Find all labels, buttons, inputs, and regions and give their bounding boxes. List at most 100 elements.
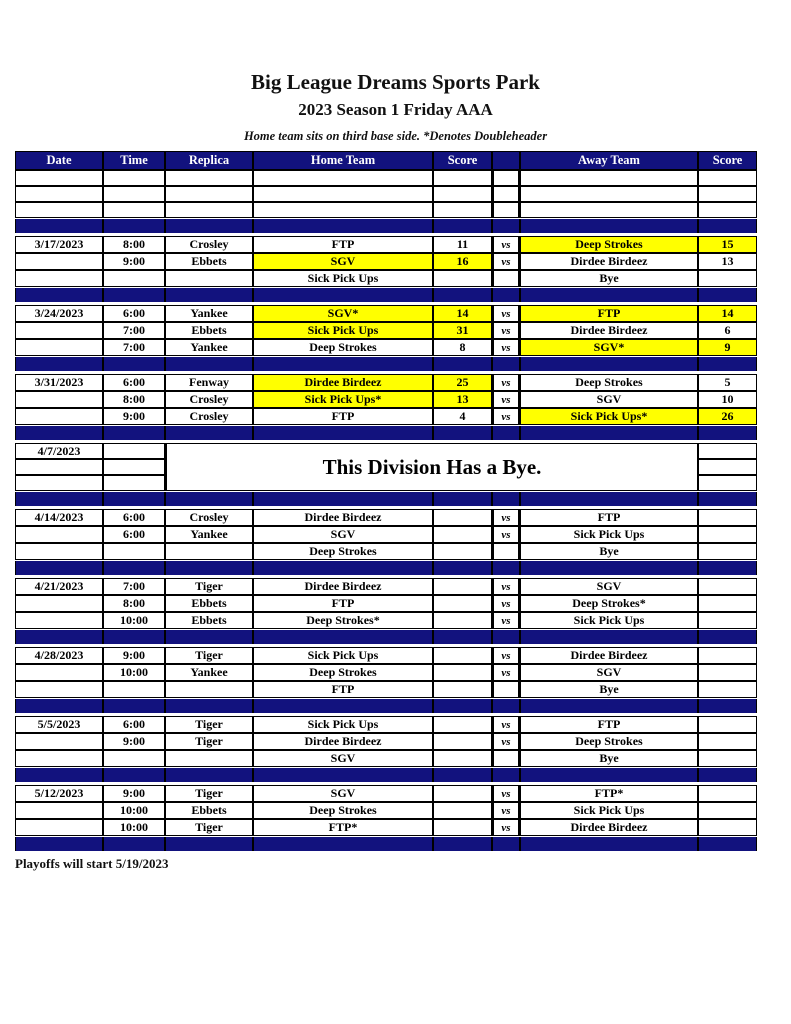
- separator-cell: [492, 426, 520, 440]
- blank-cell: [15, 170, 103, 186]
- separator-cell: [698, 837, 757, 851]
- game-row: 9:00 Crosley FTP 4 vs Sick Pick Ups* 26: [15, 408, 757, 425]
- vs-cell: vs: [492, 305, 520, 322]
- blank-cell: [433, 202, 492, 218]
- away-score-cell: [698, 459, 757, 475]
- vs-cell: vs: [492, 819, 520, 836]
- time-cell: 8:00: [103, 595, 165, 612]
- separator-cell: [103, 492, 165, 506]
- game-row: 8:00 Crosley Sick Pick Ups* 13 vs SGV 10: [15, 391, 757, 408]
- game-row: FTP Bye: [15, 681, 757, 698]
- replica-cell: Yankee: [165, 339, 253, 356]
- time-cell: 9:00: [103, 253, 165, 270]
- blank-cell: [698, 202, 757, 218]
- replica-cell: [165, 750, 253, 767]
- home-score-cell: 14: [433, 305, 492, 322]
- blank-cell: [492, 170, 520, 186]
- separator-cell: [698, 630, 757, 644]
- replica-cell: Ebbets: [165, 612, 253, 629]
- replica-cell: Yankee: [165, 526, 253, 543]
- separator-cell: [520, 219, 698, 233]
- separator-cell: [520, 426, 698, 440]
- separator-cell: [165, 219, 253, 233]
- separator-cell: [433, 630, 492, 644]
- home-team-cell: Sick Pick Ups: [253, 716, 433, 733]
- away-score-cell: [698, 681, 757, 698]
- game-row: 4/14/2023 6:00 Crosley Dirdee Birdeez vs FTP: [15, 509, 757, 526]
- game-row: SGV Bye: [15, 750, 757, 767]
- replica-cell: Crosley: [165, 509, 253, 526]
- away-score-cell: 13: [698, 253, 757, 270]
- home-score-cell: [433, 785, 492, 802]
- date-cell: [15, 681, 103, 698]
- separator-cell: [520, 699, 698, 713]
- separator-cell: [15, 357, 103, 371]
- separator-cell: [253, 837, 433, 851]
- home-team-cell: SGV: [253, 750, 433, 767]
- division-bye-block: 4/7/2023 This Division Has a Bye.: [15, 443, 757, 491]
- home-score-cell: 8: [433, 339, 492, 356]
- vs-cell: vs: [492, 802, 520, 819]
- vs-cell: vs: [492, 785, 520, 802]
- replica-cell: Tiger: [165, 716, 253, 733]
- away-score-cell: 6: [698, 322, 757, 339]
- vs-cell: vs: [492, 253, 520, 270]
- separator-cell: [433, 219, 492, 233]
- time-cell: [103, 475, 165, 491]
- time-cell: 9:00: [103, 733, 165, 750]
- time-cell: 7:00: [103, 322, 165, 339]
- separator-cell: [433, 492, 492, 506]
- blank-cell: [520, 170, 698, 186]
- home-score-cell: 31: [433, 322, 492, 339]
- away-score-cell: [698, 270, 757, 287]
- time-cell: 10:00: [103, 819, 165, 836]
- separator-row: [15, 561, 757, 575]
- away-team-cell: Bye: [520, 543, 698, 560]
- separator-cell: [165, 492, 253, 506]
- separator-cell: [492, 492, 520, 506]
- separator-cell: [15, 699, 103, 713]
- date-cell: [15, 459, 103, 475]
- date-cell: [15, 408, 103, 425]
- col-header-away-team: Away Team: [520, 151, 698, 170]
- column-header-row: Date Time Replica Home Team Score Away Team Sc…: [15, 151, 757, 170]
- separator-cell: [103, 837, 165, 851]
- vs-cell: vs: [492, 408, 520, 425]
- separator-cell: [15, 837, 103, 851]
- blank-cell: [253, 186, 433, 202]
- away-team-cell: Deep Strokes: [520, 374, 698, 391]
- separator-cell: [433, 699, 492, 713]
- blank-cell: [433, 186, 492, 202]
- separator-cell: [492, 561, 520, 575]
- separator-cell: [165, 357, 253, 371]
- col-header-vs-spacer: [492, 151, 520, 170]
- date-cell: [15, 802, 103, 819]
- home-team-cell: SGV: [253, 785, 433, 802]
- date-cell: 3/31/2023: [15, 374, 103, 391]
- home-team-cell: SGV: [253, 253, 433, 270]
- separator-cell: [253, 357, 433, 371]
- replica-cell: [165, 543, 253, 560]
- separator-cell: [698, 288, 757, 302]
- separator-cell: [520, 630, 698, 644]
- date-cell: 5/5/2023: [15, 716, 103, 733]
- separator-cell: [15, 288, 103, 302]
- away-team-cell: SGV: [520, 578, 698, 595]
- date-cell: 5/12/2023: [15, 785, 103, 802]
- home-team-cell: Deep Strokes: [253, 339, 433, 356]
- separator-cell: [433, 837, 492, 851]
- blank-row: [15, 202, 757, 218]
- blank-cell: [253, 202, 433, 218]
- time-cell: 8:00: [103, 391, 165, 408]
- game-row: 10:00 Ebbets Deep Strokes vs Sick Pick Ups: [15, 802, 757, 819]
- away-team-cell: FTP*: [520, 785, 698, 802]
- away-score-cell: [698, 612, 757, 629]
- date-cell: 3/17/2023: [15, 236, 103, 253]
- separator-cell: [253, 768, 433, 782]
- away-score-cell: [698, 443, 757, 459]
- home-team-cell: FTP: [253, 681, 433, 698]
- game-row: 9:00 Ebbets SGV 16 vs Dirdee Birdeez 13: [15, 253, 757, 270]
- vs-cell: vs: [492, 509, 520, 526]
- away-team-cell: FTP: [520, 509, 698, 526]
